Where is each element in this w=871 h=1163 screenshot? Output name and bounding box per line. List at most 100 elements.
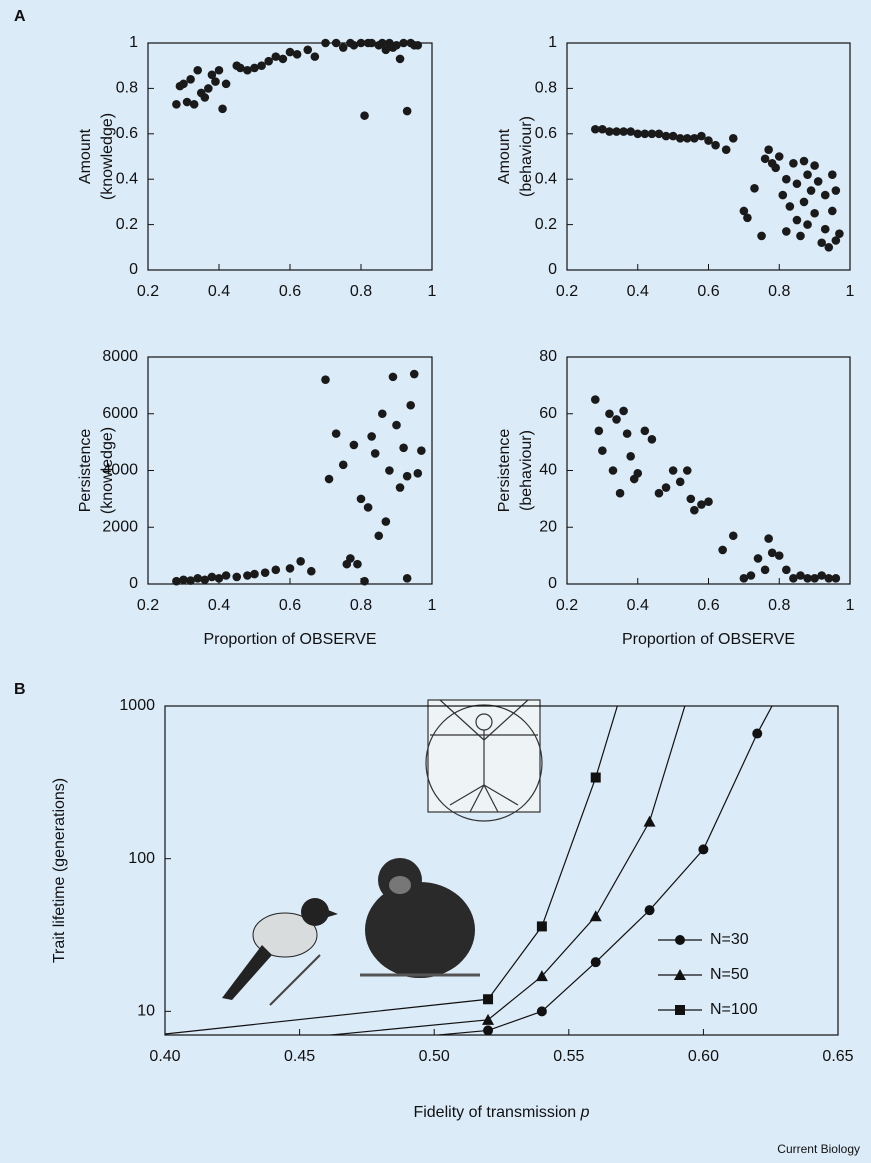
- point: [204, 84, 213, 93]
- point: [810, 161, 819, 170]
- x-tick-label: 0.6: [279, 283, 301, 300]
- point: [381, 45, 391, 55]
- y-tick-label: 8000: [102, 348, 138, 365]
- point: [378, 38, 387, 48]
- bird-illustration: [222, 898, 338, 1006]
- point: [612, 127, 621, 136]
- y-tick-label: 40: [539, 462, 557, 479]
- point: [353, 559, 362, 569]
- point: [782, 174, 791, 184]
- marker-triangle: [535, 970, 548, 982]
- point: [349, 440, 359, 450]
- x-axis-label: Proportion of OBSERVE: [203, 631, 376, 648]
- point: [218, 104, 227, 114]
- point: [285, 47, 295, 57]
- credit: Current Biology: [777, 1142, 860, 1156]
- marker-triangle: [643, 815, 656, 827]
- point: [303, 45, 313, 55]
- point: [413, 469, 423, 478]
- point: [728, 134, 738, 143]
- y-tick-label: 1: [129, 34, 138, 51]
- x-axis-label-text: Fidelity of transmission: [413, 1104, 576, 1121]
- y-tick-label: 0.8: [116, 80, 138, 97]
- x-axis-label: Fidelity of transmission p: [413, 1104, 589, 1121]
- point: [774, 152, 784, 161]
- point: [338, 460, 348, 470]
- x-tick-label: 0.8: [768, 283, 790, 300]
- y-tick-label: 10: [137, 1003, 155, 1020]
- x-tick-label: 0.2: [556, 597, 578, 614]
- point: [661, 131, 671, 141]
- x-tick-label: 0.6: [697, 283, 719, 300]
- point: [806, 186, 816, 195]
- point: [619, 406, 628, 416]
- point: [207, 572, 217, 582]
- point: [605, 409, 614, 419]
- point: [598, 446, 607, 455]
- point: [392, 420, 401, 430]
- point: [591, 395, 600, 404]
- x-tick-label: 0.2: [556, 283, 578, 300]
- point: [817, 238, 826, 248]
- point: [640, 129, 650, 139]
- point: [661, 483, 671, 492]
- marker-circle: [536, 1006, 547, 1017]
- legend-label: N=30: [710, 931, 749, 948]
- point: [271, 52, 281, 61]
- point: [785, 202, 795, 211]
- marker-square: [675, 1005, 685, 1015]
- marker-circle: [698, 844, 709, 855]
- point: [417, 446, 426, 455]
- point: [828, 206, 837, 216]
- point: [792, 179, 802, 189]
- point: [307, 566, 316, 576]
- point: [378, 409, 387, 419]
- point: [193, 65, 202, 75]
- point: [647, 129, 657, 139]
- point: [385, 466, 394, 475]
- x-tick-label: 0.2: [137, 283, 159, 300]
- point: [186, 576, 195, 585]
- point: [622, 429, 632, 438]
- point: [789, 159, 798, 168]
- marker-circle: [806, 628, 816, 638]
- point: [374, 531, 384, 541]
- point: [338, 43, 348, 52]
- point: [608, 466, 618, 475]
- x-tick-label: 0.6: [279, 597, 301, 614]
- point: [828, 170, 837, 179]
- y-tick-label: 0.6: [116, 125, 138, 142]
- point: [743, 213, 752, 223]
- point: [721, 145, 731, 154]
- plot-frame: [566, 42, 851, 271]
- y-tick-label: 0: [129, 261, 138, 278]
- x-axis-label-text: Proportion of OBSERVE: [203, 631, 376, 648]
- plot-area: [165, 628, 816, 1035]
- point: [182, 97, 192, 107]
- y-tick-label: 0.8: [535, 80, 557, 97]
- y-tick-label: 0.2: [535, 216, 557, 233]
- point: [799, 197, 809, 207]
- point: [668, 131, 678, 141]
- point: [792, 215, 802, 225]
- point: [186, 75, 195, 84]
- point: [813, 177, 823, 186]
- vitruvian-illustration: [425, 699, 543, 822]
- point: [399, 443, 408, 453]
- point: [764, 145, 773, 154]
- point: [760, 565, 770, 575]
- point: [257, 61, 266, 70]
- y-axis-label: Trait lifetime (generations): [51, 778, 68, 963]
- panel-label: B: [14, 681, 26, 698]
- y-tick-label: 80: [539, 348, 557, 365]
- y-tick-label: 100: [128, 850, 155, 867]
- point: [831, 574, 841, 583]
- y-tick-label: 0.4: [116, 170, 138, 187]
- point: [728, 531, 738, 541]
- y-tick-label: 0: [129, 575, 138, 592]
- y-tick-label: 2000: [102, 518, 138, 535]
- point: [236, 63, 245, 73]
- point: [356, 38, 366, 48]
- point: [675, 477, 685, 487]
- point: [172, 99, 181, 109]
